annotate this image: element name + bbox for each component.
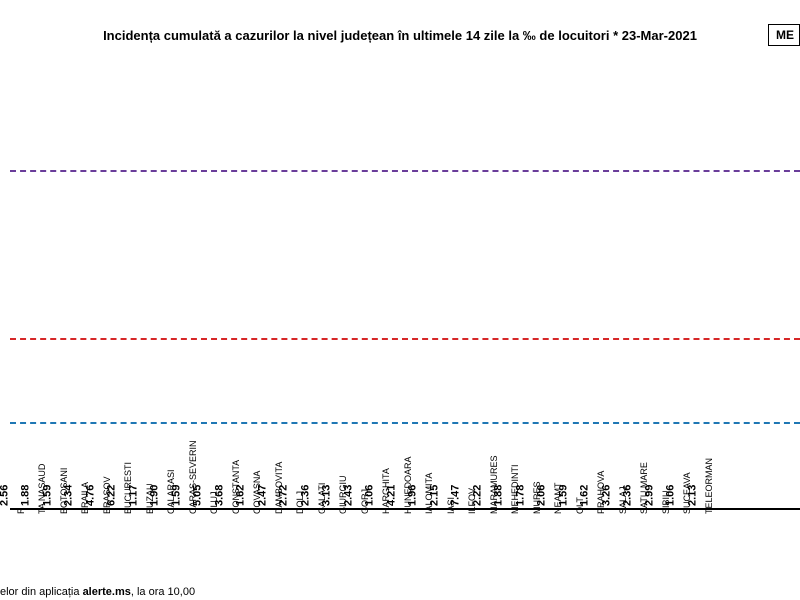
threshold-line [10, 422, 800, 424]
bar-value-label: 1.88 [20, 485, 32, 506]
x-tick: SATU MARE [634, 510, 656, 600]
x-tick: NEAMT [548, 510, 570, 600]
x-tick-label: COVASNA [252, 471, 262, 514]
x-tick: IALOMITA [419, 510, 441, 600]
x-tick: DOLJ [290, 510, 312, 600]
x-tick-label: DAMBOVITA [274, 462, 284, 514]
x-tick: IASI [440, 510, 462, 600]
x-tick: CLUJ [204, 510, 226, 600]
x-tick-label: R [16, 508, 26, 515]
x-tick-label: SUCEAVA [682, 472, 692, 514]
x-tick: OLT [569, 510, 591, 600]
x-tick-label: OLT [575, 497, 585, 514]
x-tick: GIURGIU [333, 510, 355, 600]
x-tick-label: MARAMURES [489, 455, 499, 514]
x-tick-label: CLUJ [209, 491, 219, 514]
x-tick-label: GIURGIU [338, 475, 348, 514]
legend-fragment: ME [768, 24, 800, 46]
x-tick-label: TELEORMAN [704, 458, 714, 514]
x-tick: GALATI [311, 510, 333, 600]
x-tick-label: CARAS-SEVERIN [188, 440, 198, 514]
chart-frame: Incidența cumulată a cazurilor la nivel … [0, 0, 800, 600]
x-tick: SIBIU [655, 510, 677, 600]
chart-title: Incidența cumulată a cazurilor la nivel … [0, 28, 800, 43]
x-tick-label: MEHEDINTI [510, 465, 520, 515]
x-tick-label: BUCURESTI [123, 462, 133, 514]
x-tick: DAMBOVITA [268, 510, 290, 600]
x-tick-label: SALAJ [618, 486, 628, 514]
plot-area: 2.561.881.592.344.766.221.171.901.595.05… [10, 60, 800, 510]
x-tick-label: GORJ [360, 489, 370, 514]
x-tick-label: CONSTANTA [231, 460, 241, 514]
x-tick-label: HARGHITA [381, 468, 391, 514]
x-tick-label: SIBIU [661, 490, 671, 514]
x-tick: CONSTANTA [225, 510, 247, 600]
x-tick-label: GALATI [317, 483, 327, 514]
x-tick: ILFOV [462, 510, 484, 600]
x-tick-label: MURES [532, 481, 542, 514]
x-tick: COVASNA [247, 510, 269, 600]
footer-source-text: elor din aplicația alerte.ms, la ora 10,… [0, 586, 195, 598]
x-tick: HUNEDOARA [397, 510, 419, 600]
threshold-line [10, 170, 800, 172]
x-tick-label: BUZAU [145, 483, 155, 514]
x-tick-label: DOLJ [295, 491, 305, 514]
x-tick-label: HUNEDOARA [403, 456, 413, 514]
x-tick-label: CALARASI [166, 469, 176, 514]
bar-value-label: 2.56 [0, 485, 10, 506]
x-tick: HARGHITA [376, 510, 398, 600]
x-tick-label: PRAHOVA [596, 471, 606, 514]
x-tick-label: BRASOV [102, 476, 112, 514]
x-tick: MARAMURES [483, 510, 505, 600]
x-tick: GORJ [354, 510, 376, 600]
x-tick-label: IASI [446, 497, 456, 514]
x-tick-label: IALOMITA [424, 473, 434, 514]
x-tick-label: TA NASAUD [37, 464, 47, 514]
x-tick: PRAHOVA [591, 510, 613, 600]
x-tick-label: ILFOV [467, 488, 477, 514]
x-tick-label: BRAILA [80, 482, 90, 514]
threshold-line [10, 338, 800, 340]
x-tick-label: SATU MARE [639, 462, 649, 514]
bars-container: 2.561.881.592.344.766.221.171.901.595.05… [10, 60, 800, 508]
x-tick: SUCEAVA [677, 510, 699, 600]
x-tick: TELEORMAN [698, 510, 720, 600]
x-tick: MEHEDINTI [505, 510, 527, 600]
x-tick: MURES [526, 510, 548, 600]
x-tick-label: BOTOSANI [59, 468, 69, 514]
x-tick: SALAJ [612, 510, 634, 600]
x-tick-label: NEAMT [553, 483, 563, 515]
